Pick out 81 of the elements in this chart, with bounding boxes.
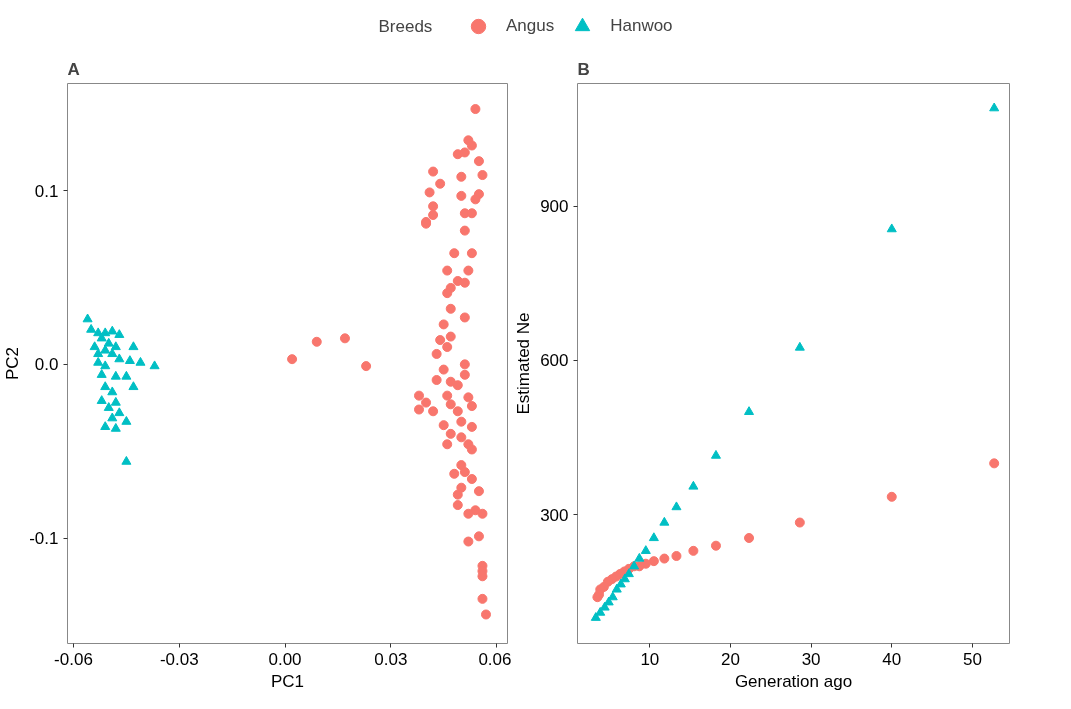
point [128, 341, 139, 351]
point [103, 402, 114, 411]
point [744, 532, 755, 543]
point [671, 551, 682, 561]
x-axis-title: Generation ago [734, 671, 853, 691]
x-tick-label: 0.03 [374, 649, 408, 669]
point [611, 583, 622, 593]
x-tick-label: 10 [640, 649, 660, 669]
point [107, 348, 118, 358]
point [688, 545, 699, 556]
chart-title: A [67, 59, 80, 79]
point [107, 325, 118, 335]
y-tick-label: 600 [540, 351, 569, 371]
point [648, 556, 659, 567]
point [989, 102, 1000, 112]
legend-label: Angus [506, 16, 555, 36]
point [688, 480, 699, 490]
point [110, 370, 121, 380]
y-tick-label: 0.1 [34, 181, 59, 201]
point [886, 491, 897, 502]
y-axis-title: PC2 [3, 346, 23, 381]
point [103, 337, 114, 347]
x-tick-label: 0.06 [478, 649, 512, 669]
point [114, 353, 125, 363]
y-tick-label: 300 [540, 505, 569, 525]
point [590, 612, 601, 621]
point [82, 313, 93, 323]
y-axis-title: Estimated Ne [514, 312, 534, 415]
point [124, 355, 135, 364]
point [659, 516, 670, 526]
y-tick-label: 0.0 [34, 355, 59, 375]
point [114, 407, 125, 417]
point [710, 540, 721, 551]
x-tick-label: 50 [962, 649, 982, 669]
x-axis-title: PC1 [270, 671, 305, 691]
point [93, 356, 104, 366]
x-tick-label: 0.00 [268, 649, 302, 669]
point [794, 341, 805, 351]
point [100, 360, 111, 370]
x-tick-label: -0.06 [54, 649, 93, 669]
x-tick-label: 30 [801, 649, 821, 669]
point [648, 532, 659, 542]
point [110, 341, 121, 351]
point [110, 396, 121, 406]
point [121, 455, 132, 465]
legend-label: Hanwoo [610, 16, 673, 36]
point [96, 332, 107, 342]
x-tick-label: -0.03 [159, 649, 199, 669]
point [710, 449, 721, 459]
point [107, 412, 118, 422]
chart-title: B [577, 59, 590, 79]
point [744, 406, 755, 415]
point [128, 381, 139, 391]
x-tick-label: 40 [882, 649, 902, 669]
point [114, 329, 125, 338]
y-tick-label: 900 [540, 197, 569, 216]
point [107, 386, 118, 396]
point [599, 601, 610, 611]
point [100, 381, 111, 391]
point [96, 395, 107, 404]
point [671, 501, 682, 511]
point [634, 552, 645, 562]
point [149, 360, 160, 370]
point [989, 458, 1000, 469]
point [93, 348, 104, 358]
x-tick-label: 20 [721, 649, 740, 669]
point [121, 415, 132, 425]
point [110, 422, 121, 432]
point [886, 223, 897, 233]
point [135, 356, 146, 366]
y-tick-label: -0.1 [29, 529, 59, 549]
legend-title: Breeds [378, 17, 433, 36]
point [96, 369, 107, 378]
point [640, 545, 651, 554]
point [595, 606, 606, 616]
point [794, 517, 805, 528]
point [121, 370, 132, 380]
point [86, 323, 97, 333]
point [100, 421, 111, 430]
point [659, 553, 670, 564]
point [89, 341, 100, 351]
